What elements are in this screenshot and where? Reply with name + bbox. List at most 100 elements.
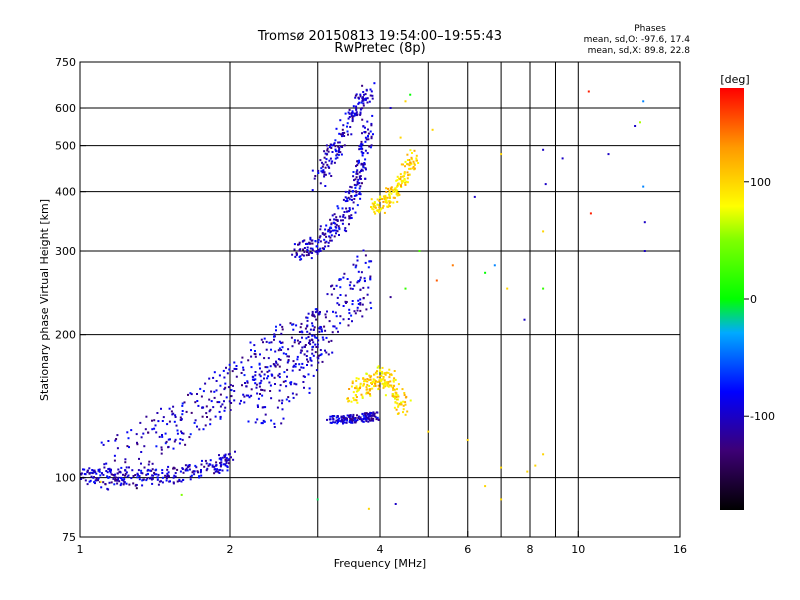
echo-point bbox=[173, 467, 176, 470]
echo-point bbox=[202, 390, 205, 393]
echo-point bbox=[341, 146, 344, 148]
echo-point bbox=[389, 205, 391, 208]
colorbar-label: [deg] bbox=[720, 73, 749, 86]
echo-point bbox=[157, 473, 160, 476]
echo-point bbox=[259, 367, 261, 370]
echo-point bbox=[354, 312, 357, 315]
echo-point bbox=[368, 385, 371, 387]
echo-point bbox=[247, 359, 250, 362]
echo-point bbox=[324, 152, 327, 155]
phase-info-x: mean, sd,X: 89.8, 22.8 bbox=[588, 46, 691, 56]
echo-point bbox=[346, 210, 349, 213]
echo-point bbox=[324, 173, 327, 176]
echo-point bbox=[355, 194, 358, 197]
echo-point bbox=[324, 166, 327, 169]
echo-point bbox=[368, 145, 371, 148]
echo-point bbox=[313, 315, 316, 318]
echo-point bbox=[339, 315, 342, 318]
echo-point bbox=[122, 479, 125, 482]
echo-point bbox=[297, 243, 299, 246]
echo-point bbox=[274, 365, 277, 368]
echo-point bbox=[346, 278, 349, 280]
echo-point bbox=[411, 167, 414, 170]
echo-point bbox=[176, 468, 179, 471]
echo-point bbox=[281, 341, 284, 344]
echo-point bbox=[281, 328, 284, 331]
echo-point bbox=[427, 430, 430, 433]
echo-point bbox=[218, 472, 221, 474]
echo-point bbox=[328, 320, 331, 323]
echo-point bbox=[136, 443, 139, 446]
echo-point bbox=[228, 363, 231, 366]
echo-point bbox=[323, 156, 326, 159]
echo-point bbox=[298, 241, 301, 244]
echo-point bbox=[200, 474, 203, 477]
echo-point bbox=[331, 144, 334, 147]
echo-point bbox=[392, 380, 395, 383]
echo-point bbox=[356, 259, 359, 262]
echo-point bbox=[285, 353, 288, 356]
echo-point bbox=[308, 332, 311, 335]
echo-point bbox=[309, 236, 312, 239]
echo-point bbox=[298, 368, 301, 371]
echo-point bbox=[281, 325, 284, 328]
echo-point bbox=[348, 399, 351, 402]
echo-point bbox=[324, 316, 327, 319]
echo-point bbox=[212, 376, 215, 379]
echo-point bbox=[202, 406, 205, 409]
echo-point bbox=[372, 411, 375, 414]
echo-point bbox=[306, 319, 309, 322]
echo-point bbox=[322, 338, 325, 341]
echo-point bbox=[242, 366, 245, 369]
echo-point bbox=[250, 349, 252, 352]
echo-point bbox=[172, 405, 175, 408]
echo-point bbox=[352, 263, 355, 266]
echo-point bbox=[306, 243, 309, 245]
echo-point bbox=[388, 189, 391, 192]
echo-point bbox=[273, 333, 276, 336]
echo-point bbox=[204, 424, 207, 427]
echo-point bbox=[148, 460, 151, 463]
echo-point bbox=[300, 322, 303, 325]
echo-point bbox=[367, 507, 370, 510]
echo-point bbox=[418, 250, 421, 252]
echo-point bbox=[120, 482, 123, 485]
echo-point bbox=[506, 287, 509, 290]
echo-point bbox=[361, 420, 364, 423]
echo-point bbox=[359, 147, 362, 150]
echo-point bbox=[311, 334, 314, 337]
echo-point bbox=[282, 380, 285, 383]
echo-point bbox=[393, 384, 395, 387]
echo-point bbox=[311, 189, 314, 192]
echo-point bbox=[228, 458, 231, 461]
echo-point bbox=[342, 215, 345, 218]
echo-point bbox=[182, 478, 185, 481]
echo-point bbox=[219, 416, 222, 419]
echo-point bbox=[137, 473, 139, 476]
echo-point bbox=[367, 392, 370, 395]
echo-point bbox=[365, 418, 368, 421]
echo-point bbox=[354, 186, 357, 189]
echo-point bbox=[143, 445, 146, 448]
echo-point bbox=[330, 222, 333, 225]
echo-point bbox=[330, 175, 333, 177]
echo-point bbox=[355, 264, 358, 267]
echo-point bbox=[409, 163, 412, 166]
echo-point bbox=[378, 387, 381, 390]
echo-point bbox=[219, 405, 222, 408]
echo-point bbox=[91, 469, 94, 471]
echo-point bbox=[373, 201, 376, 203]
echo-point bbox=[329, 236, 332, 239]
echo-point bbox=[344, 190, 347, 193]
echo-point bbox=[380, 380, 383, 383]
echo-point bbox=[344, 200, 347, 203]
echo-point bbox=[84, 479, 87, 482]
echo-point bbox=[305, 316, 308, 319]
echo-point bbox=[371, 114, 374, 117]
echo-point bbox=[135, 487, 138, 490]
echo-point bbox=[355, 420, 358, 423]
echo-point bbox=[346, 419, 349, 422]
echo-point bbox=[241, 356, 244, 359]
echo-point bbox=[351, 190, 354, 193]
echo-point bbox=[223, 456, 226, 459]
